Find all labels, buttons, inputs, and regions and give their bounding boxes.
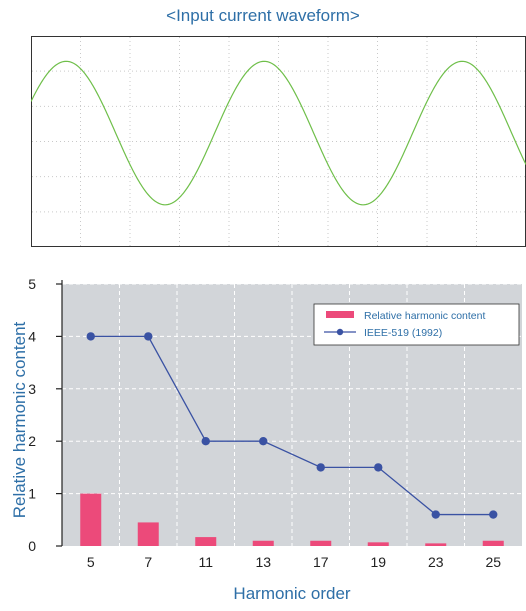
x-axis-label: Harmonic order (233, 584, 351, 603)
ieee-point-23 (431, 510, 440, 519)
x-tick-label: 17 (313, 554, 329, 570)
legend-label-content: Relative harmonic content (364, 310, 485, 322)
waveform-sine-line (31, 60, 526, 206)
x-tick-label: 23 (428, 554, 444, 570)
ieee-point-17 (316, 463, 325, 472)
x-tick-label: 5 (87, 554, 95, 570)
x-tick-label: 13 (255, 554, 271, 570)
y-tick-label: 4 (28, 328, 36, 344)
bar-11 (195, 537, 217, 546)
y-tick-label: 1 (28, 486, 36, 502)
bar-23 (425, 543, 447, 546)
bar-5 (80, 493, 102, 546)
waveform-title: <Input current waveform> (166, 6, 360, 25)
ieee-limit-line (90, 335, 494, 516)
y-tick-label: 2 (28, 433, 36, 449)
waveform-chart (31, 36, 526, 247)
bar-13 (252, 540, 274, 546)
ieee-point-25 (489, 510, 498, 519)
waveform-grid (32, 37, 525, 246)
y-axis-label: Relative harmonic content (10, 321, 29, 519)
ieee-point-7 (144, 332, 153, 341)
x-tick-label: 7 (144, 554, 152, 570)
bar-17 (310, 540, 332, 546)
ieee-point-11 (201, 437, 210, 446)
y-tick-label: 5 (28, 276, 36, 292)
legend-label-ieee: IEEE-519 (1992) (364, 327, 442, 339)
bar-25 (482, 540, 504, 546)
bar-7 (137, 522, 159, 546)
y-tick-label: 0 (28, 538, 36, 554)
legend-bar-swatch (326, 311, 354, 318)
ieee-point-13 (259, 437, 268, 446)
x-tick-label: 11 (198, 554, 213, 570)
legend (313, 303, 520, 346)
x-tick-label: 19 (370, 554, 386, 570)
ieee-point-5 (86, 332, 95, 341)
x-tick-label: 25 (485, 554, 501, 570)
ieee-point-19 (374, 463, 383, 472)
y-tick-label: 3 (28, 381, 36, 397)
legend-point-swatch (336, 328, 344, 336)
bar-19 (367, 542, 389, 546)
